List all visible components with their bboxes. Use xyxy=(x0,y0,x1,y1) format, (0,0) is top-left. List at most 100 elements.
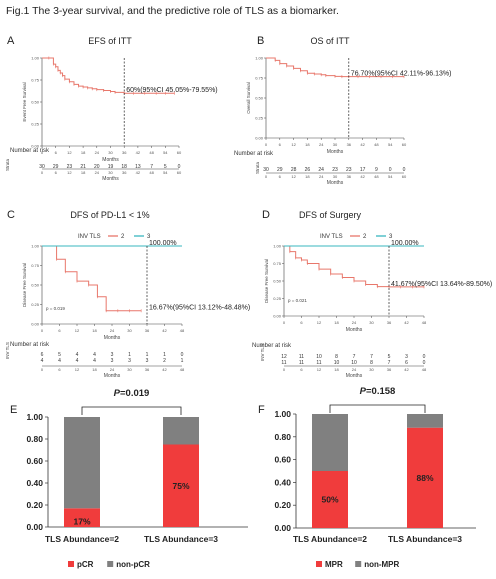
y-tick-label-e-3: 0.60 xyxy=(26,456,43,466)
y-tick-label-d-3: 0.75 xyxy=(273,261,282,266)
y-tick-label-c-1: 0.25 xyxy=(31,302,40,307)
x-tick-label-c-8: 48 xyxy=(180,328,185,333)
x-tick-label-a-4: 24 xyxy=(95,150,100,155)
y-tick-label-f-2: 0.40 xyxy=(274,477,291,487)
legend-label-c-2: 2 xyxy=(121,234,125,240)
risk-count-b-0-4: 24 xyxy=(318,167,324,173)
risk-x-tick-d-0: 0 xyxy=(283,367,286,372)
y-tick-label-f-3: 0.60 xyxy=(274,455,291,465)
risk-x-tick-a-1: 6 xyxy=(55,170,58,175)
risk-count-b-0-8: 9 xyxy=(375,167,378,173)
risk-x-tick-c-0: 0 xyxy=(41,367,44,372)
legend-label-d-3: 3 xyxy=(389,234,393,240)
risk-count-c-1-2: 4 xyxy=(76,358,79,364)
risk-count-a-0-2: 23 xyxy=(67,164,73,170)
y-tick-label-b-0: 0.00 xyxy=(255,136,264,141)
risk-x-tick-b-6: 36 xyxy=(347,174,352,179)
risk-x-tick-a-8: 48 xyxy=(149,170,154,175)
y-axis-label-c: Disease Free Survival xyxy=(22,263,27,307)
risk-count-a-0-1: 29 xyxy=(53,164,59,170)
risk-count-c-1-5: 3 xyxy=(128,358,131,364)
bar-label-e-0: 17% xyxy=(73,517,90,527)
bar-f-1-1 xyxy=(407,414,443,428)
panel-letter-d: D xyxy=(262,209,270,221)
risk-x-tick-a-9: 54 xyxy=(163,170,168,175)
x-tick-label-b-3: 18 xyxy=(305,142,310,147)
risk-count-c-0-7: 1 xyxy=(163,352,166,358)
significance-bracket-e xyxy=(81,406,182,415)
risk-count-c-1-0: 4 xyxy=(41,358,44,364)
legend-title-d: INV TLS xyxy=(320,234,343,240)
p-number-f: =0.158 xyxy=(366,386,395,397)
y-tick-label-f-5: 1.00 xyxy=(274,409,291,419)
risk-table-label-c: INV TLS xyxy=(5,342,10,359)
risk-count-c-0-0: 6 xyxy=(41,352,44,358)
x-tick-label-d-5: 30 xyxy=(369,320,374,325)
risk-x-tick-b-7: 42 xyxy=(360,174,365,179)
legend-swatch-e-1 xyxy=(107,561,114,567)
risk-count-d-1-6: 7 xyxy=(388,360,391,366)
risk-count-c-1-1: 4 xyxy=(58,358,61,364)
panel-letter-e: E xyxy=(10,404,17,416)
y-tick-label-e-4: 0.80 xyxy=(26,434,43,444)
risk-x-tick-b-9: 54 xyxy=(388,174,393,179)
annotation-d-1: 41.67%(95%CI 13.64%-89.50%) xyxy=(391,281,492,288)
x-tick-label-a-6: 36 xyxy=(122,150,127,155)
bar-label-f-1: 88% xyxy=(416,473,433,483)
legend-label-c-3: 3 xyxy=(147,234,151,240)
annotation-b-0: 76.70%(95%CI 42.11%-96.13%) xyxy=(351,71,452,78)
panel-title-a: EFS of ITT xyxy=(88,36,132,46)
risk-count-d-0-2: 10 xyxy=(316,354,322,360)
risk-x-tick-c-3: 18 xyxy=(92,367,97,372)
x-tick-label-b-6: 36 xyxy=(347,142,352,147)
y-tick-label-b-3: 0.75 xyxy=(255,76,264,81)
risk-count-d-0-4: 7 xyxy=(353,354,356,360)
risk-count-c-0-8: 0 xyxy=(181,352,184,358)
panel-title-d: DFS of Surgery xyxy=(299,210,362,220)
risk-x-tick-d-8: 48 xyxy=(422,367,427,372)
risk-count-d-0-3: 8 xyxy=(335,354,338,360)
risk-table-header-b: Number at risk xyxy=(234,151,274,157)
legend-title-c: INV TLS xyxy=(78,234,101,240)
y-axis-label-d: Disease Free Survival xyxy=(264,259,269,303)
x-tick-label-a-10: 60 xyxy=(177,150,182,155)
y-tick-label-a-3: 0.75 xyxy=(31,78,40,83)
x-tick-label-b-10: 60 xyxy=(402,142,407,147)
risk-count-d-0-0: 12 xyxy=(281,354,287,360)
risk-x-tick-d-3: 18 xyxy=(334,367,339,372)
risk-x-tick-b-10: 60 xyxy=(402,174,407,179)
risk-x-tick-d-1: 6 xyxy=(300,367,303,372)
x-axis-label-a: Months xyxy=(102,157,119,163)
y-tick-label-c-2: 0.50 xyxy=(31,283,40,288)
x-tick-label-d-6: 36 xyxy=(387,320,392,325)
legend-swatch-f-0 xyxy=(316,561,322,567)
annotation-d-0: 100.00% xyxy=(391,240,419,247)
risk-x-label-a: Months xyxy=(102,176,119,182)
x-tick-label-d-1: 6 xyxy=(300,320,303,325)
risk-count-d-1-0: 11 xyxy=(281,360,286,366)
y-tick-label-a-2: 0.50 xyxy=(31,100,40,105)
y-tick-label-a-0: 0.00 xyxy=(31,144,40,149)
y-tick-label-a-1: 0.25 xyxy=(31,122,40,127)
x-tick-label-c-0: 0 xyxy=(41,328,44,333)
y-tick-label-f-1: 0.20 xyxy=(274,500,291,510)
risk-x-tick-c-2: 12 xyxy=(75,367,80,372)
x-tick-label-d-2: 12 xyxy=(317,320,322,325)
y-tick-label-d-1: 0.25 xyxy=(273,296,282,301)
legend-label-e-0: pCR xyxy=(77,560,94,569)
significance-bracket-f xyxy=(329,404,426,413)
y-tick-label-e-2: 0.40 xyxy=(26,478,43,488)
risk-count-d-0-1: 11 xyxy=(299,354,304,360)
x-tick-label-b-0: 0 xyxy=(265,142,268,147)
x-tick-label-d-8: 48 xyxy=(422,320,427,325)
risk-x-label-c: Months xyxy=(104,373,121,379)
risk-count-d-1-2: 11 xyxy=(316,360,321,366)
category-label-e-0: TLS Abundance=2 xyxy=(45,534,119,544)
y-tick-label-c-3: 0.75 xyxy=(31,263,40,268)
annotation-c-1: 16.67%(95%CI 13.12%-48.48%) xyxy=(149,305,250,312)
x-tick-label-b-8: 48 xyxy=(374,142,379,147)
risk-x-tick-d-5: 30 xyxy=(369,367,374,372)
risk-count-a-0-3: 21 xyxy=(80,164,86,170)
x-tick-label-b-5: 30 xyxy=(333,142,338,147)
x-tick-label-c-5: 30 xyxy=(127,328,132,333)
